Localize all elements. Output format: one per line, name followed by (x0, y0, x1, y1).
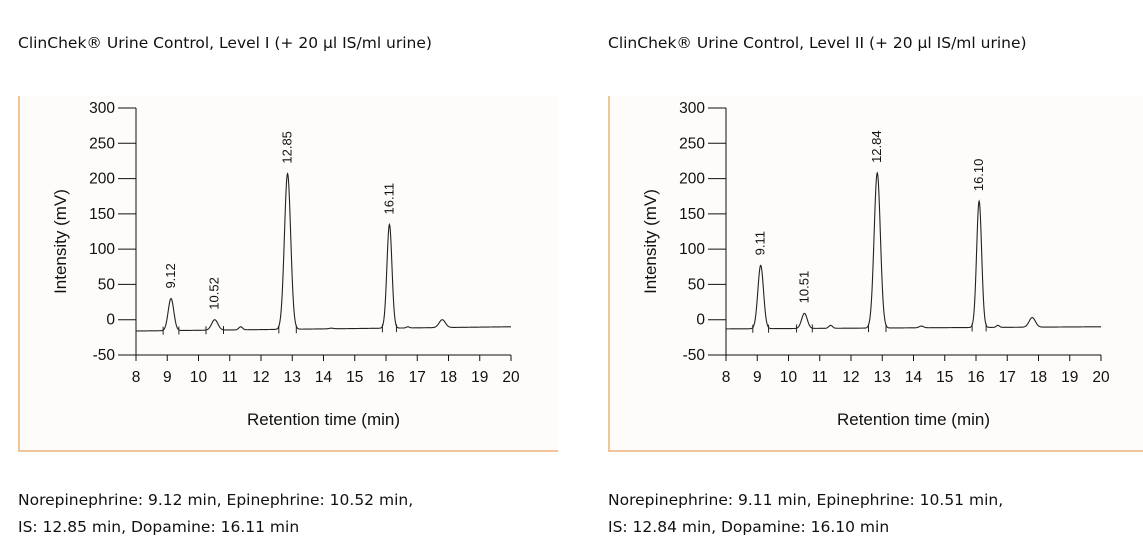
x-tick-label: 10 (780, 369, 798, 386)
y-tick-label: -50 (683, 347, 706, 364)
y-tick-label: 200 (679, 171, 705, 188)
x-tick-label: 8 (132, 369, 141, 386)
chromatogram-trace (726, 171, 1101, 330)
chromatogram-chart: 300 250 200 150 100 50 0 -50 8 9 10 11 12 13 14 15 16 17 1… (51, 100, 520, 429)
x-tick-label: 8 (722, 369, 731, 386)
y-tick-label: 300 (679, 100, 705, 117)
x-tick-label: 13 (284, 369, 301, 386)
x-tick-label: 11 (812, 369, 828, 386)
panel-title: ClinChek® Urine Control, Level I (+ 20 µ… (18, 34, 432, 52)
chromatogram-chart: 300 250 200 150 100 50 0 -50 8 9 10 11 12 13 14 15 16 17 1… (641, 100, 1110, 429)
y-tick-label: 50 (688, 276, 706, 293)
x-axis-label: Retention time (min) (247, 410, 400, 429)
x-tick-label: 18 (1030, 369, 1047, 386)
y-tick-label: 100 (89, 241, 115, 258)
peak-caption: Norepinephrine: 9.12 min, Epinephrine: 1… (18, 487, 413, 541)
caption-line-1: Norepinephrine: 9.11 min, Epinephrine: 1… (608, 491, 1004, 509)
peak-retention-label: 16.10 (971, 159, 986, 192)
x-tick-label: 16 (377, 369, 394, 386)
x-tick-label: 17 (999, 369, 1016, 386)
plot-frame (608, 96, 1143, 452)
chromatogram-panel-level-2: ClinChek® Urine Control, Level II (+ 20 … (590, 0, 1143, 556)
y-tick-label: -50 (93, 347, 116, 364)
y-tick-label: 100 (679, 241, 705, 258)
x-tick-label: 13 (874, 369, 891, 386)
y-tick-label: 50 (98, 276, 116, 293)
x-tick-label: 19 (1061, 369, 1078, 386)
peak-retention-label: 10.52 (207, 277, 222, 310)
peak-retention-label: 12.84 (869, 130, 884, 163)
x-tick-label: 12 (842, 369, 859, 386)
x-tick-label: 18 (440, 369, 457, 386)
x-tick-label: 10 (190, 369, 208, 386)
peak-retention-label: 9.11 (753, 231, 768, 255)
x-tick-label: 19 (471, 369, 488, 386)
y-tick-label: 0 (106, 312, 115, 329)
x-tick-label: 20 (502, 369, 520, 386)
y-tick-label: 150 (679, 206, 705, 223)
peak-caption: Norepinephrine: 9.11 min, Epinephrine: 1… (608, 487, 1003, 541)
chromatogram-panel-level-1: ClinChek® Urine Control, Level I (+ 20 µ… (0, 0, 560, 556)
x-tick-label: 20 (1092, 369, 1110, 386)
panel-title: ClinChek® Urine Control, Level II (+ 20 … (608, 34, 1027, 52)
plot-frame (18, 96, 558, 452)
y-tick-label: 0 (696, 312, 705, 329)
x-tick-label: 17 (409, 369, 426, 386)
caption-line-2: IS: 12.84 min, Dopamine: 16.10 min (608, 518, 890, 536)
caption-line-2: IS: 12.85 min, Dopamine: 16.11 min (18, 518, 300, 536)
x-tick-label: 11 (222, 369, 238, 386)
y-tick-label: 300 (89, 100, 115, 117)
y-axis-label: Intensity (mV) (51, 189, 70, 294)
y-tick-label: 250 (89, 135, 115, 152)
peak-retention-label: 9.12 (163, 263, 178, 288)
x-tick-label: 9 (163, 369, 172, 386)
x-tick-label: 12 (252, 369, 269, 386)
x-tick-label: 15 (346, 369, 363, 386)
x-tick-label: 9 (753, 369, 762, 386)
peak-retention-label: 16.11 (381, 183, 396, 215)
x-tick-label: 15 (936, 369, 953, 386)
chromatogram-trace (135, 172, 511, 332)
x-tick-label: 14 (315, 369, 333, 386)
x-axis-label: Retention time (min) (837, 410, 990, 429)
peak-retention-label: 10.51 (796, 271, 811, 304)
x-tick-label: 14 (905, 369, 923, 386)
y-tick-label: 250 (679, 135, 705, 152)
caption-line-1: Norepinephrine: 9.12 min, Epinephrine: 1… (18, 491, 414, 509)
y-tick-label: 150 (89, 206, 115, 223)
y-axis-label: Intensity (mV) (641, 189, 660, 294)
x-tick-label: 16 (967, 369, 984, 386)
y-tick-label: 200 (89, 171, 115, 188)
peak-retention-label: 12.85 (280, 131, 295, 164)
